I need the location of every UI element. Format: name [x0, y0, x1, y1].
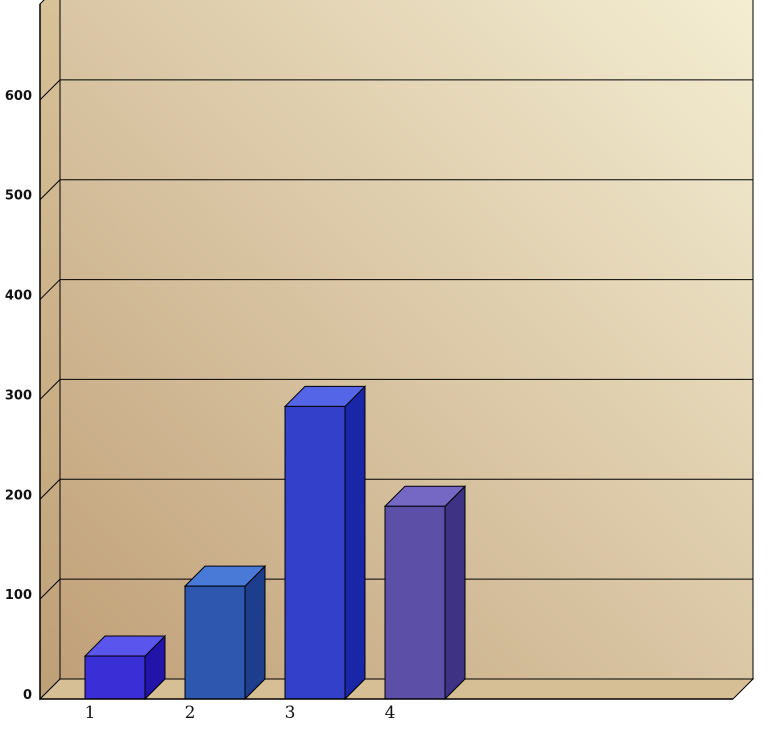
gridline-wall	[39, 478, 61, 500]
gridline-wall	[39, 79, 61, 101]
y-tick-label: 600	[5, 89, 32, 104]
y-tick-label: 100	[5, 588, 32, 603]
gridline-wall	[39, 179, 61, 201]
x-tick-label: 4	[385, 703, 396, 723]
bar	[383, 485, 467, 701]
y-tick-label: 300	[5, 388, 32, 403]
bar-front	[184, 585, 246, 700]
y-tick-label: 400	[5, 289, 32, 304]
bars	[83, 385, 467, 701]
bar	[283, 385, 367, 701]
bar-side	[444, 485, 466, 701]
left-wall	[39, 0, 61, 701]
bar-front	[384, 505, 446, 700]
gridline-wall	[39, 379, 61, 400]
bar	[83, 634, 167, 701]
bar-side	[244, 564, 266, 701]
y-tick-label: 500	[5, 189, 32, 204]
bar-front	[284, 405, 346, 700]
x-tick-label: 3	[285, 703, 296, 723]
y-tick-label: 200	[5, 488, 32, 503]
x-tick-label: 2	[185, 703, 196, 723]
gridline-wall	[39, 578, 61, 600]
y-tick-label: 0	[23, 688, 32, 703]
x-tick-label: 1	[85, 703, 96, 723]
bar-front	[84, 655, 146, 700]
x-axis-ticks: 1 2 3 4	[85, 703, 396, 723]
bar	[183, 564, 267, 701]
gridlines	[39, 79, 753, 600]
y-axis-ticks: 0 100 200 300 400 500 600	[5, 89, 32, 703]
bar-side	[344, 385, 366, 701]
gridline-wall	[39, 279, 61, 300]
